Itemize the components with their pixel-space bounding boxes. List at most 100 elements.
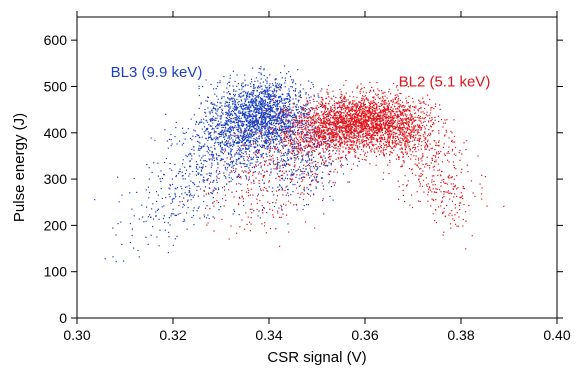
- data-point: [229, 81, 231, 83]
- data-point: [329, 146, 331, 148]
- data-point: [440, 119, 442, 121]
- data-point: [227, 128, 229, 130]
- data-point: [367, 151, 369, 153]
- data-point: [379, 125, 381, 127]
- data-point: [273, 111, 275, 113]
- data-point: [381, 109, 383, 111]
- data-point: [412, 128, 414, 130]
- data-point: [265, 111, 267, 113]
- data-point: [170, 133, 172, 136]
- data-point: [240, 99, 242, 101]
- data-point: [211, 103, 213, 105]
- data-point: [325, 110, 328, 113]
- data-point: [248, 146, 250, 148]
- data-point: [363, 101, 365, 103]
- data-point: [260, 110, 263, 112]
- data-point: [294, 126, 296, 128]
- data-point: [281, 129, 283, 131]
- data-point: [234, 104, 236, 106]
- data-point: [221, 142, 223, 144]
- data-point: [256, 149, 258, 151]
- data-point: [155, 215, 157, 217]
- data-point: [207, 139, 209, 142]
- data-point: [373, 134, 375, 136]
- data-point: [367, 144, 369, 146]
- data-point: [309, 138, 312, 140]
- data-point: [242, 112, 244, 115]
- data-point: [268, 144, 270, 146]
- data-point: [286, 108, 289, 110]
- data-point: [219, 155, 221, 157]
- data-point: [334, 105, 336, 107]
- data-point: [375, 124, 377, 126]
- data-point: [393, 111, 395, 113]
- data-point: [214, 104, 216, 106]
- data-point: [138, 218, 140, 220]
- data-point: [252, 102, 254, 104]
- data-point: [373, 100, 375, 102]
- data-point: [356, 104, 358, 106]
- data-point: [309, 102, 311, 104]
- data-point: [297, 129, 299, 132]
- data-point: [131, 228, 133, 230]
- data-point: [244, 163, 246, 165]
- data-point: [268, 95, 270, 97]
- data-point: [401, 112, 404, 114]
- data-point: [249, 120, 251, 122]
- data-point: [240, 183, 242, 185]
- data-point: [224, 130, 226, 132]
- data-point: [391, 110, 393, 112]
- data-point: [275, 139, 277, 141]
- data-point: [330, 106, 332, 108]
- data-point: [377, 127, 379, 129]
- data-point: [410, 136, 412, 138]
- data-point: [344, 115, 347, 117]
- data-point: [373, 104, 375, 106]
- data-point: [370, 110, 372, 112]
- data-point: [343, 104, 345, 106]
- data-point: [348, 146, 350, 148]
- data-point: [294, 89, 296, 91]
- data-point: [377, 101, 380, 104]
- data-point: [304, 133, 306, 136]
- data-point: [325, 165, 327, 167]
- data-point: [222, 126, 224, 128]
- data-point: [382, 178, 384, 180]
- data-point: [250, 114, 252, 116]
- data-point: [399, 132, 401, 134]
- data-point: [197, 195, 199, 197]
- data-point: [365, 115, 367, 117]
- data-point: [296, 209, 298, 211]
- data-point: [240, 96, 242, 98]
- data-point: [234, 80, 236, 82]
- data-point: [358, 133, 360, 135]
- data-point: [150, 216, 152, 218]
- data-point: [270, 118, 272, 120]
- data-point: [238, 152, 240, 154]
- data-point: [380, 114, 382, 117]
- data-point: [200, 169, 203, 171]
- data-point: [195, 120, 197, 123]
- data-point: [416, 129, 418, 131]
- data-point: [198, 155, 200, 157]
- data-point: [335, 143, 337, 145]
- data-point: [244, 127, 246, 130]
- data-point: [224, 126, 226, 128]
- data-point: [252, 92, 254, 95]
- data-point: [340, 111, 342, 113]
- data-point: [315, 169, 317, 171]
- data-point: [217, 155, 219, 157]
- data-point: [298, 136, 301, 138]
- data-point: [375, 93, 377, 95]
- data-point: [354, 110, 356, 113]
- data-point: [225, 177, 227, 179]
- data-point: [279, 83, 281, 85]
- data-point: [241, 125, 243, 127]
- data-point: [414, 138, 416, 140]
- data-point: [270, 171, 272, 173]
- data-point: [217, 85, 219, 87]
- data-point: [419, 115, 421, 118]
- data-point: [205, 100, 207, 102]
- data-point: [293, 141, 295, 143]
- data-point: [301, 173, 303, 175]
